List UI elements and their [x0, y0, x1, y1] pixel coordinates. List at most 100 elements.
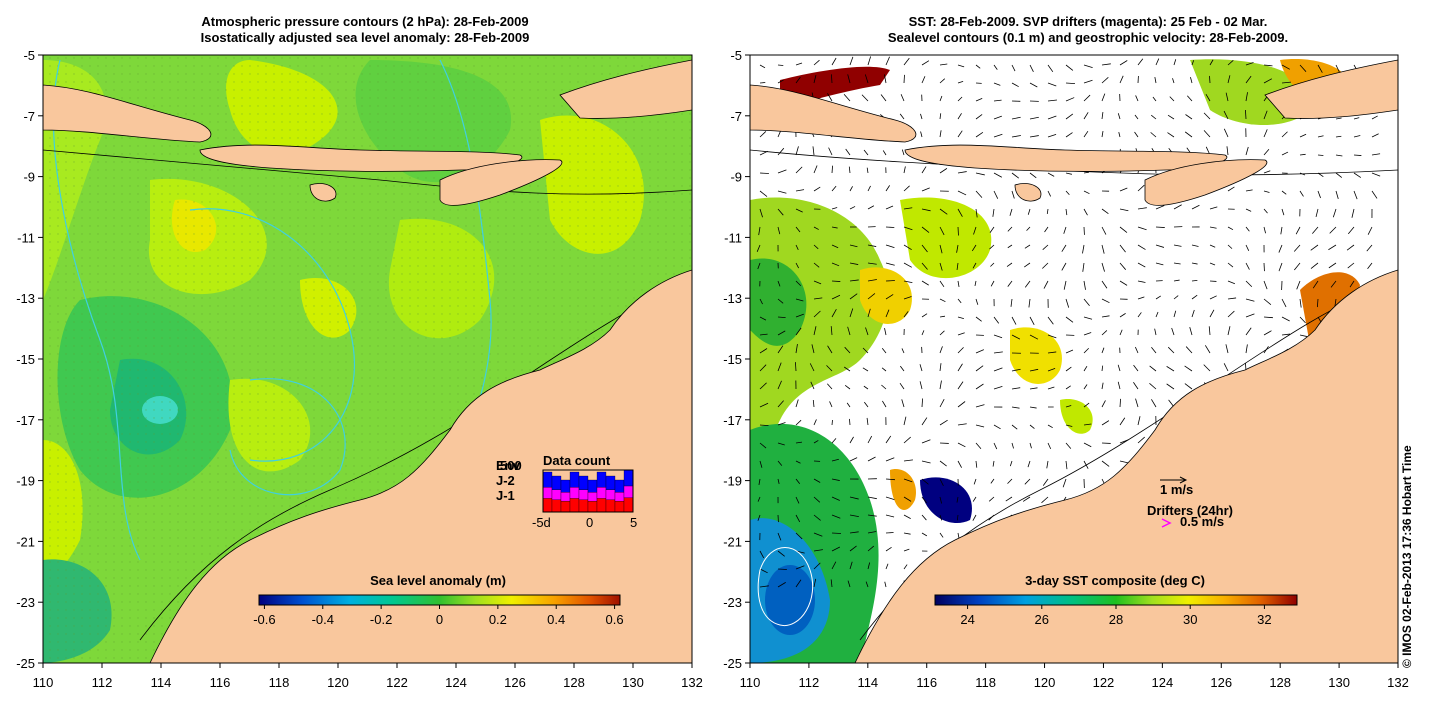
velocity-vector — [1335, 64, 1340, 73]
velocity-vector — [867, 244, 877, 247]
velocity-vector — [1173, 279, 1180, 282]
velocity-vector — [1366, 244, 1373, 252]
left-y-tick-label: -19 — [16, 474, 35, 489]
velocity-vector — [1299, 64, 1307, 72]
velocity-vector — [795, 298, 804, 302]
velocity-vector — [1315, 208, 1319, 218]
velocity-vector — [813, 186, 821, 192]
right-x-tick-label: 120 — [1034, 675, 1056, 690]
velocity-vector — [993, 172, 1002, 178]
velocity-vector — [849, 308, 854, 318]
velocity-vector — [1047, 386, 1055, 390]
velocity-vector — [1263, 110, 1268, 120]
velocity-vector — [1119, 398, 1121, 408]
velocity-vector — [867, 562, 871, 570]
velocity-vector — [846, 402, 851, 408]
right-map-axes: 110 112 114 116 118 120 122 124 126 128 130 132 -5 -7… — [723, 48, 1409, 690]
velocity-vector — [1082, 244, 1085, 254]
velocity-vector — [1191, 204, 1200, 210]
velocity-vector — [1332, 208, 1337, 218]
velocity-vector — [1245, 262, 1250, 270]
velocity-vector — [867, 185, 871, 192]
sla-cbar-tick-label: 0.4 — [547, 612, 565, 627]
velocity-vector — [885, 532, 894, 534]
left-map-axes: 110 112 114 116 118 120 122 124 126 128 130 132 -5 -7… — [16, 48, 703, 690]
velocity-vector — [972, 262, 977, 269]
data-count-bar — [578, 489, 589, 500]
velocity-vector — [921, 439, 931, 444]
sla-cbar-tick-label: 0 — [436, 612, 443, 627]
data-count-bar — [551, 489, 562, 500]
velocity-vector — [759, 190, 768, 197]
velocity-vector — [1041, 496, 1049, 504]
right-x-tick-label: 130 — [1328, 675, 1350, 690]
velocity-vector — [1191, 60, 1195, 66]
velocity-vector — [1167, 346, 1175, 354]
velocity-vector — [813, 165, 818, 174]
sst-cbar-tick-label: 24 — [960, 612, 974, 627]
velocity-vector — [812, 146, 815, 156]
velocity-vector — [813, 496, 821, 503]
velocity-vector — [777, 226, 781, 235]
velocity-vector — [847, 326, 851, 336]
velocity-vector — [1026, 226, 1031, 231]
velocity-vector — [867, 56, 872, 66]
velocity-vector — [1065, 97, 1075, 102]
velocity-vector — [795, 166, 803, 174]
left-x-tick-label: 128 — [563, 675, 585, 690]
velocity-vector — [885, 244, 895, 248]
velocity-vector — [757, 262, 761, 270]
sla-cbar-tick-label: -0.2 — [370, 612, 392, 627]
velocity-vector — [939, 130, 942, 138]
velocity-vector — [975, 442, 982, 450]
velocity-vector — [921, 262, 928, 270]
velocity-vector — [1281, 64, 1290, 70]
data-count-bar — [605, 489, 616, 500]
velocity-vector — [1065, 172, 1072, 175]
velocity-vector — [1047, 64, 1054, 73]
velocity-vector — [1173, 310, 1177, 318]
velocity-vector — [921, 330, 925, 336]
velocity-vector — [990, 478, 995, 484]
velocity-vector — [1328, 244, 1337, 251]
velocity-vector — [1371, 133, 1379, 138]
velocity-vector — [1101, 420, 1110, 426]
left-x-tick-label: 126 — [504, 675, 526, 690]
velocity-vector — [849, 279, 859, 282]
left-x-tick-label: 122 — [386, 675, 408, 690]
velocity-vector — [885, 262, 895, 266]
velocity-vector — [956, 244, 959, 253]
australia-mainland — [149, 269, 692, 663]
right-y-tick-label: -5 — [730, 48, 742, 63]
velocity-vector — [1119, 329, 1123, 336]
velocity-vector — [1083, 280, 1086, 290]
sst-patch — [750, 258, 807, 346]
velocity-vector — [795, 262, 800, 269]
sla-colorbar: Sea level anomaly (m) -0.6 -0.4 -0.2 0 0.2 0.… — [253, 573, 623, 627]
velocity-vector — [795, 565, 805, 570]
velocity-vector — [1027, 208, 1031, 215]
velocity-vector — [1154, 328, 1157, 336]
velocity-vector — [1371, 190, 1378, 199]
velocity-vector — [1044, 226, 1049, 233]
velocity-vector — [988, 496, 995, 502]
velocity-vector — [1154, 76, 1157, 84]
velocity-vector — [885, 514, 895, 518]
data-count-bar — [623, 485, 634, 498]
velocity-vector — [1317, 64, 1323, 73]
velocity-vector — [1371, 153, 1381, 156]
velocity-vector — [1335, 190, 1339, 199]
velocity-vector — [1011, 442, 1014, 449]
velocity-vector — [1101, 400, 1106, 408]
velocity-vector — [831, 226, 838, 229]
velocity-vector — [972, 514, 977, 521]
velocity-vector — [1263, 208, 1268, 214]
velocity-vector — [1203, 364, 1211, 372]
velocity-vector — [1173, 204, 1182, 210]
velocity-vector — [759, 402, 769, 408]
velocity-vector — [1011, 387, 1021, 390]
velocity-vector — [1042, 244, 1049, 251]
velocity-vector — [1119, 208, 1129, 212]
velocity-vector — [939, 419, 948, 426]
velocity-vector — [777, 330, 786, 336]
